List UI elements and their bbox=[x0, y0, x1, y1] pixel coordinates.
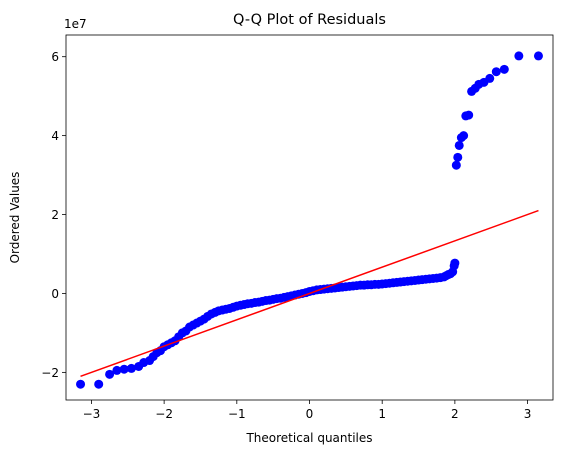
data-point bbox=[499, 64, 509, 74]
x-axis-label: Theoretical quantiles bbox=[245, 431, 372, 445]
x-axis: −3 −2 −1 0 1 2 3 bbox=[83, 400, 532, 421]
y-tick-label: 6 bbox=[51, 50, 59, 64]
data-point bbox=[533, 51, 543, 61]
x-tick-label: 0 bbox=[306, 407, 314, 421]
x-tick-label: −1 bbox=[228, 407, 246, 421]
data-point bbox=[451, 160, 461, 170]
x-tick-label: 3 bbox=[524, 407, 532, 421]
y-tick-label: −2 bbox=[41, 366, 59, 380]
x-tick-label: 1 bbox=[378, 407, 386, 421]
data-point bbox=[514, 51, 524, 61]
y-tick-label: 2 bbox=[51, 208, 59, 222]
y-axis: −2 0 2 4 6 bbox=[41, 50, 66, 380]
data-point bbox=[105, 369, 115, 379]
x-tick-label: 2 bbox=[451, 407, 459, 421]
data-point bbox=[454, 140, 464, 150]
data-point bbox=[491, 67, 501, 77]
data-point bbox=[126, 363, 136, 373]
chart-title: Q-Q Plot of Residuals bbox=[233, 12, 386, 28]
data-point bbox=[485, 73, 495, 83]
x-tick-label: −2 bbox=[155, 407, 173, 421]
fit-line bbox=[80, 209, 539, 378]
x-tick-label: −3 bbox=[83, 407, 101, 421]
data-point bbox=[459, 131, 469, 141]
y-axis-label: Ordered Values bbox=[8, 172, 22, 264]
data-point bbox=[453, 152, 463, 162]
y-tick-label: 0 bbox=[51, 287, 59, 301]
data-point bbox=[112, 365, 122, 375]
data-point bbox=[464, 110, 474, 120]
data-point bbox=[94, 379, 104, 389]
data-points bbox=[76, 51, 543, 389]
y-tick-label: 4 bbox=[51, 129, 59, 143]
data-point bbox=[76, 379, 86, 389]
data-point bbox=[119, 364, 129, 374]
data-point bbox=[450, 258, 460, 268]
y-axis-offset-text: 1e7 bbox=[64, 17, 87, 31]
